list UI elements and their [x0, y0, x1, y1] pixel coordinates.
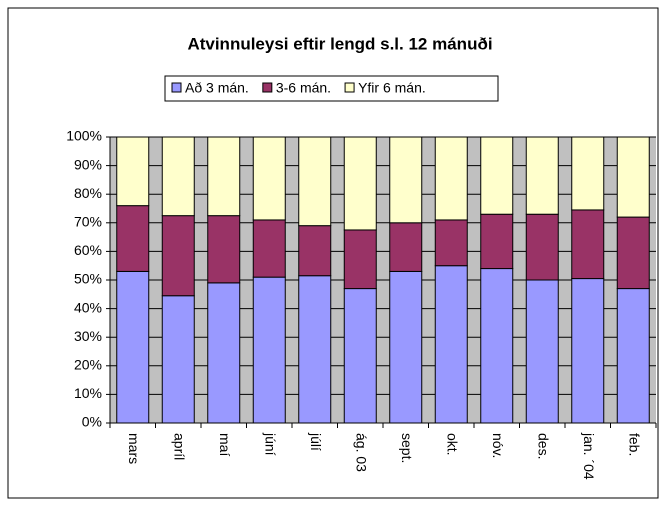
- y-tick-label: 50%: [74, 271, 102, 287]
- x-tick-label: júní: [263, 432, 279, 456]
- bar-segment: [343, 229, 377, 290]
- y-tick-label: 30%: [74, 328, 102, 344]
- x-tick-label: júlí: [308, 432, 324, 451]
- legend-swatch: [344, 82, 355, 93]
- x-tick-label: sept.: [399, 433, 415, 463]
- bar-segment: [525, 136, 559, 215]
- bar-segment: [161, 136, 195, 217]
- bar-segment: [298, 136, 332, 227]
- bar-segment: [252, 219, 286, 278]
- y-tick-label: 20%: [74, 357, 102, 373]
- x-tick-label: okt.: [445, 433, 461, 456]
- bar-segment: [525, 213, 559, 281]
- bar-segment: [434, 219, 468, 267]
- legend-label: Að 3 mán.: [185, 80, 249, 96]
- bar-segment: [525, 279, 559, 424]
- y-tick-label: 40%: [74, 299, 102, 315]
- y-tick-label: 100%: [66, 128, 102, 144]
- y-tick-label: 0%: [82, 414, 102, 430]
- y-tick-label: 10%: [74, 385, 102, 401]
- legend-label: Yfir 6 mán.: [358, 80, 426, 96]
- bar-segment: [116, 136, 150, 207]
- y-tick-label: 70%: [74, 214, 102, 230]
- x-tick-label: nóv.: [490, 433, 506, 458]
- legend-swatch: [262, 82, 273, 93]
- legend-label: 3-6 mán.: [276, 80, 331, 96]
- legend-swatch: [171, 82, 182, 93]
- bar-segment: [252, 136, 286, 221]
- bar-segment: [480, 136, 514, 215]
- bar-segment: [343, 288, 377, 424]
- x-tick-label: jan. ´04: [581, 432, 597, 480]
- bar-segment: [389, 270, 423, 424]
- chart-title: Atvinnuleysi eftir lengd s.l. 12 mánuði: [187, 34, 492, 53]
- bar-segment: [571, 278, 605, 424]
- bar-segment: [116, 205, 150, 272]
- bar-segment: [161, 295, 195, 424]
- bar-segment: [389, 222, 423, 272]
- bar-segment: [616, 136, 650, 218]
- x-tick-label: mars: [126, 433, 142, 464]
- x-tick-label: feb.: [627, 433, 643, 456]
- bar-segment: [616, 216, 650, 290]
- bar-segment: [389, 136, 423, 224]
- y-tick-label: 60%: [74, 242, 102, 258]
- legend-box: [164, 75, 499, 102]
- bar-segment: [207, 215, 241, 284]
- bar-segment: [207, 136, 241, 217]
- x-tick-label: apríl: [172, 433, 188, 460]
- bar-segment: [161, 215, 195, 297]
- bar-segment: [116, 270, 150, 424]
- x-tick-label: maí: [217, 433, 233, 456]
- bar-segment: [480, 213, 514, 270]
- bar-segment: [343, 136, 377, 231]
- bar-segment: [252, 276, 286, 424]
- bar-segment: [571, 209, 605, 280]
- bar-segment: [571, 136, 605, 211]
- bar-segment: [434, 265, 468, 424]
- y-tick-label: 90%: [74, 156, 102, 172]
- bar-segment: [480, 268, 514, 424]
- bar-segment: [298, 225, 332, 277]
- bar-segment: [434, 136, 468, 221]
- x-tick-label: des.: [536, 433, 552, 459]
- bar-segment: [207, 282, 241, 424]
- x-tick-label: ág. 03: [354, 433, 370, 472]
- bar-segment: [616, 288, 650, 424]
- y-tick-label: 80%: [74, 185, 102, 201]
- bar-segment: [298, 275, 332, 424]
